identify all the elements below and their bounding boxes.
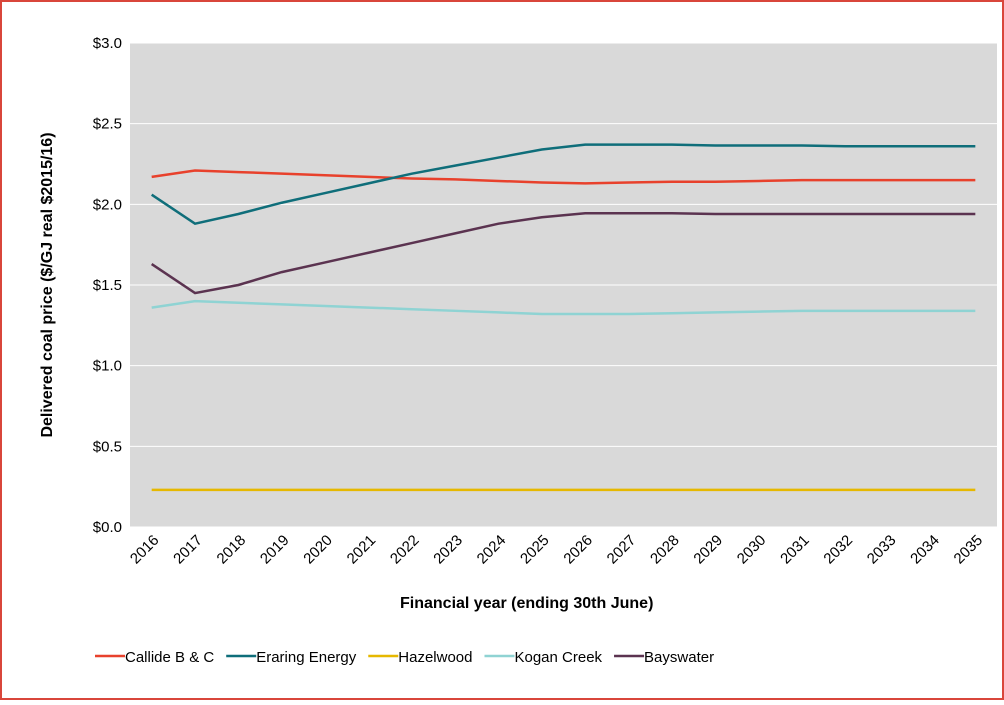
legend-label: Callide B & C [125, 649, 214, 666]
line-series [150, 211, 976, 295]
legend-label: Kogan Creek [514, 649, 602, 666]
y-tick-label: $1.5 [93, 277, 122, 294]
x-axis-title: Financial year (ending 30th June) [400, 595, 653, 612]
line-series [151, 299, 976, 316]
legend-label: Hazelwood [398, 649, 472, 666]
y-tick-label: $1.0 [93, 358, 122, 375]
line-series [151, 169, 976, 185]
y-tick-label: $0.0 [93, 519, 122, 536]
line-series [150, 143, 976, 226]
y-axis-title: Delivered coal price ($/GJ real $2015/16… [39, 132, 56, 437]
y-tick-label: $2.5 [93, 116, 122, 133]
y-tick-label: $0.5 [93, 438, 122, 455]
legend-label: Eraring Energy [256, 649, 357, 666]
y-tick-label: $2.0 [93, 196, 122, 213]
legend-label: Bayswater [644, 649, 714, 666]
y-tick-label: $3.0 [93, 35, 122, 52]
